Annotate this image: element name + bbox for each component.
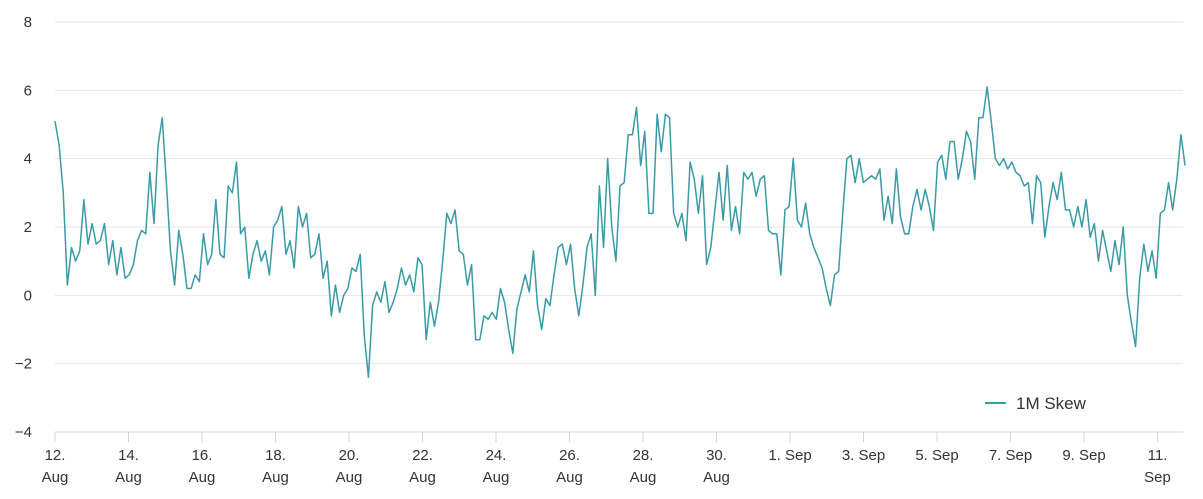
x-tick-label-month: Aug bbox=[336, 469, 363, 486]
x-tick-label: 1. Sep bbox=[768, 447, 811, 464]
x-tick-label: 16. bbox=[192, 447, 213, 464]
x-tick-label-month: Aug bbox=[115, 469, 142, 486]
series-group bbox=[54, 86, 1186, 379]
x-tick-label-month: Sep bbox=[1144, 469, 1171, 486]
y-tick-label: 2 bbox=[24, 219, 32, 236]
x-tick-label: 20. bbox=[339, 447, 360, 464]
y-tick-label: 8 bbox=[24, 14, 32, 31]
x-tick-label-month: Aug bbox=[189, 469, 216, 486]
y-tick-label: 6 bbox=[24, 82, 32, 99]
x-tick-label: 11. bbox=[1148, 447, 1168, 464]
x-tick-label: 14. bbox=[118, 447, 139, 464]
x-tick-label: 12. bbox=[45, 447, 66, 464]
series-line-0[interactable] bbox=[54, 86, 1186, 379]
x-tick-label: 9. Sep bbox=[1062, 447, 1105, 464]
x-tick-label-month: Aug bbox=[42, 469, 69, 486]
y-tick-label: 4 bbox=[24, 151, 32, 168]
x-tick-label: 18. bbox=[265, 447, 286, 464]
x-tick-label: 5. Sep bbox=[915, 447, 958, 464]
x-tick-label: 28. bbox=[633, 447, 654, 464]
y-tick-label: 0 bbox=[24, 287, 32, 304]
x-axis: 12. Aug 14. Aug 16. Aug 18. Aug 20. Aug 22. Aug 24. A… bbox=[42, 432, 1171, 486]
x-tick-label-month: Aug bbox=[703, 469, 730, 486]
legend[interactable]: 1M Skew bbox=[985, 394, 1087, 413]
y-tick-label: −4 bbox=[15, 424, 32, 441]
x-tick-label: 30. bbox=[706, 447, 727, 464]
x-tick-label-month: Aug bbox=[630, 469, 657, 486]
x-tick-label: 24. bbox=[486, 447, 507, 464]
x-tick-label: 7. Sep bbox=[989, 447, 1032, 464]
x-tick-label-month: Aug bbox=[409, 469, 436, 486]
x-tick-label-month: Aug bbox=[556, 469, 583, 486]
x-tick-label: 3. Sep bbox=[842, 447, 885, 464]
x-tick-label-month: Aug bbox=[483, 469, 510, 486]
x-tick-label: 22. bbox=[412, 447, 433, 464]
gridlines bbox=[55, 21, 1183, 433]
y-axis: 8 6 4 2 0 −2 −4 bbox=[15, 14, 32, 441]
x-tick-label: 26. bbox=[559, 447, 580, 464]
y-tick-label: −2 bbox=[15, 356, 32, 373]
legend-label-1m-skew[interactable]: 1M Skew bbox=[1016, 394, 1087, 413]
x-tick-label-month: Aug bbox=[262, 469, 289, 486]
